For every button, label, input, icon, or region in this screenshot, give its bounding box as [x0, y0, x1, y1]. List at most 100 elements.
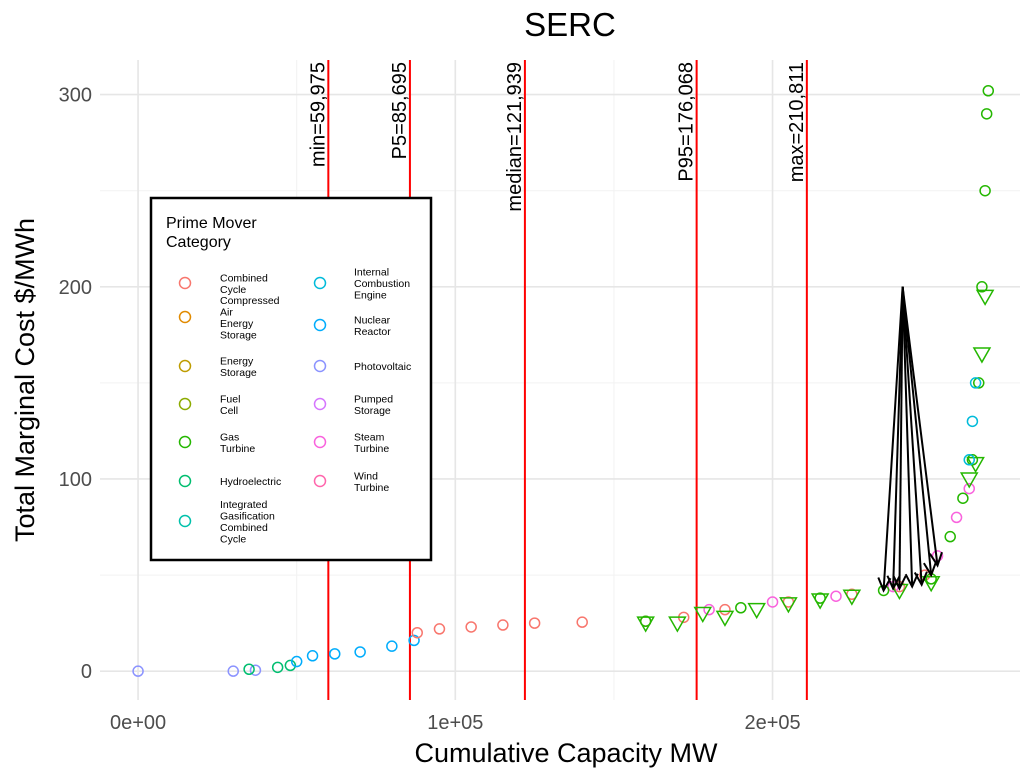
data-point: [766, 596, 779, 608]
data-point: [963, 482, 975, 495]
legend-key: [313, 435, 327, 449]
data-point: [975, 289, 995, 306]
series-internal-combustion-engine: [963, 377, 982, 466]
data-point: [433, 623, 446, 635]
series-hydroelectric: [243, 659, 297, 675]
legend-label: Storage: [354, 405, 391, 417]
data-point: [306, 650, 319, 662]
legend-key: [178, 435, 192, 449]
data-point: [715, 610, 735, 627]
legend-label: Engine: [354, 290, 387, 302]
data-point: [243, 663, 255, 675]
data-point: [959, 472, 979, 489]
data-point: [719, 603, 731, 616]
legend: Prime MoverCategoryCombinedCycleCompress…: [149, 196, 433, 562]
reference-line-label: max=210,811: [786, 62, 808, 182]
data-point: [528, 617, 541, 629]
legend-key: [178, 359, 192, 373]
legend-label: Turbine: [220, 443, 255, 455]
reference-line-label: min=59,975: [307, 62, 329, 167]
arrow-line: [901, 286, 914, 587]
data-point: [779, 597, 798, 614]
legend-label: Cell: [220, 405, 238, 417]
series-photovoltaic: [132, 664, 262, 677]
data-point: [982, 85, 995, 97]
data-point: [386, 640, 398, 652]
y-tick-label: 300: [59, 85, 92, 107]
data-point: [465, 621, 477, 633]
data-point: [972, 347, 992, 364]
legend-label: Energy: [220, 318, 254, 330]
x-tick-label: 1e+05: [427, 712, 483, 734]
legend-label: Combined: [220, 272, 268, 284]
y-tick-label: 100: [59, 469, 92, 491]
data-point: [810, 593, 830, 610]
legend-label: Cycle: [220, 533, 246, 545]
data-point: [227, 665, 239, 677]
legend-label: Fuel: [220, 393, 240, 405]
legend-label: Gas: [220, 431, 239, 443]
x-tick-label: 2e+05: [744, 712, 800, 734]
data-point: [980, 108, 993, 120]
legend-key: [178, 310, 192, 324]
arrow-head: [904, 573, 919, 589]
data-point: [969, 377, 982, 389]
x-tick-label: 0e+00: [110, 712, 166, 734]
legend-title: Prime Mover: [166, 215, 257, 232]
reference-line-label: P5=85,695: [389, 62, 411, 159]
legend-label: Pumped: [354, 393, 393, 405]
data-point: [950, 511, 963, 524]
data-point: [973, 377, 985, 389]
data-point: [668, 616, 687, 633]
arrow-head: [913, 571, 928, 587]
arrow-line: [901, 286, 933, 576]
legend-label: Turbine: [354, 443, 389, 455]
y-axis-title: Total Marginal Cost $/MWh: [10, 218, 40, 542]
data-point: [979, 184, 991, 197]
legend-label: Nuclear: [354, 314, 391, 326]
data-points: [132, 85, 995, 677]
data-point: [944, 530, 956, 543]
series-gas-turbine: [636, 289, 995, 633]
arrow-head: [923, 561, 937, 578]
data-point: [747, 602, 766, 620]
y-tick-label: 200: [59, 277, 92, 299]
data-point: [497, 619, 509, 631]
arrow-head: [877, 577, 892, 593]
data-point: [284, 659, 297, 672]
arrow-head: [886, 575, 901, 591]
arrow-line: [901, 286, 939, 566]
data-point: [408, 634, 420, 647]
data-point: [576, 616, 588, 628]
data-point: [703, 603, 715, 616]
legend-key: [178, 474, 192, 488]
chart-title: SERC: [524, 6, 616, 43]
legend-key: [313, 276, 327, 290]
axes: 0e+00 1e+05 2e+05 0 100 200 300: [59, 85, 801, 734]
legend-key: [313, 318, 327, 332]
x-axis-title: Cumulative Capacity MW: [414, 738, 718, 768]
legend-label: Compressed: [220, 295, 280, 307]
data-point: [957, 492, 969, 504]
arrow-head: [929, 551, 943, 568]
legend-label: Cycle: [220, 284, 246, 296]
legend-key: [313, 474, 327, 488]
arrow-line: [898, 286, 904, 589]
data-point: [966, 415, 979, 428]
legend-entry: Photovoltaic: [313, 359, 411, 373]
annotation-arrows: [877, 286, 943, 593]
data-point: [249, 664, 262, 676]
arrow-head: [892, 575, 907, 591]
legend-label: Combustion: [354, 278, 410, 290]
legend-label: Integrated: [220, 499, 267, 511]
legend-key: [178, 276, 192, 290]
legend-label: Wind: [354, 470, 378, 482]
data-point: [329, 648, 341, 660]
data-point: [963, 454, 975, 466]
